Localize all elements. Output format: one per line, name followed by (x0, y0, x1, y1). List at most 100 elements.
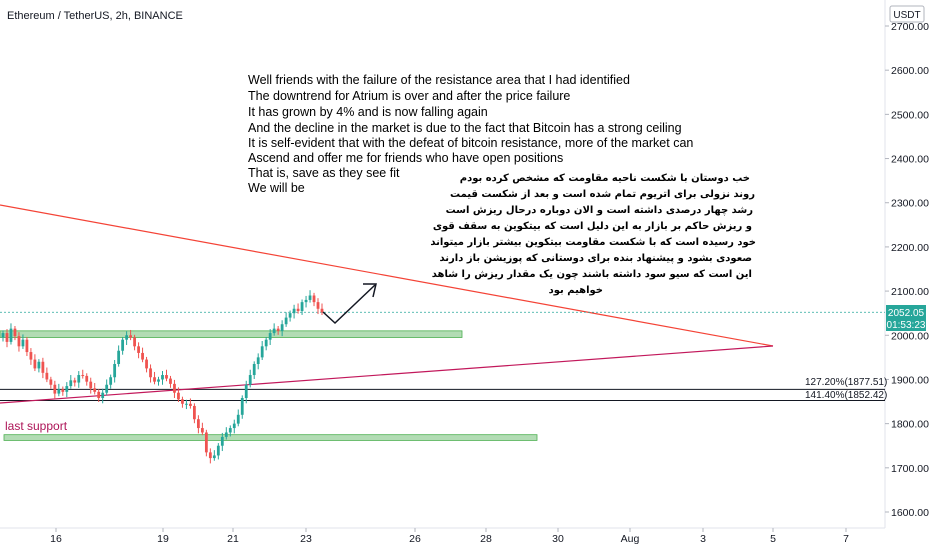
candle-body[interactable] (204, 432, 208, 453)
candle-body[interactable] (252, 363, 256, 376)
candle-body[interactable] (280, 324, 284, 331)
candle-body[interactable] (137, 346, 140, 353)
price-tick-label: 2300.00 (891, 198, 929, 210)
candle-body[interactable] (320, 308, 324, 313)
candle-body[interactable] (296, 308, 300, 311)
support-zone[interactable] (3, 434, 538, 441)
candle-body[interactable] (236, 414, 240, 424)
candle-body[interactable] (57, 389, 61, 394)
candle-body[interactable] (5, 333, 9, 342)
candle-body[interactable] (264, 339, 268, 347)
candle-body[interactable] (149, 368, 152, 378)
candle-body[interactable] (117, 350, 121, 364)
price-tick-label: 2700.00 (891, 21, 929, 33)
english-line: We will be (248, 181, 305, 195)
candle-body[interactable] (220, 436, 224, 446)
candle-body[interactable] (232, 423, 236, 429)
candle-body[interactable] (17, 336, 21, 347)
candle-body[interactable] (93, 388, 97, 392)
candle-body[interactable] (37, 361, 41, 369)
time-tick-label: 19 (157, 533, 169, 545)
candle-body[interactable] (161, 375, 164, 380)
candle-body[interactable] (73, 380, 77, 383)
candle-body[interactable] (61, 389, 65, 392)
candle-body[interactable] (216, 445, 220, 456)
time-axis[interactable]: 16 19 21 23 26 28 30 Aug 3 5 7 (50, 528, 849, 545)
upper-trendline[interactable] (0, 204, 774, 347)
candle-body[interactable] (292, 308, 296, 314)
candle-body[interactable] (49, 379, 53, 385)
candle-body[interactable] (89, 381, 93, 389)
candle-body[interactable] (105, 384, 109, 393)
candle-body[interactable] (101, 392, 105, 399)
candle-body[interactable] (260, 346, 264, 358)
candle-body[interactable] (113, 363, 117, 378)
price-axis[interactable]: 2700.00 2600.00 2500.00 2400.00 2300.00 2200.… (885, 21, 929, 519)
persian-line: صعودی بشود و پیشنهاد بنده برای دوستانی ک… (440, 253, 753, 264)
candle-body[interactable] (272, 328, 276, 334)
resistance-zone[interactable] (0, 330, 463, 338)
candle-body[interactable] (212, 455, 216, 459)
candle-body[interactable] (248, 375, 252, 385)
candle-body[interactable] (284, 317, 288, 325)
candle-body[interactable] (45, 372, 49, 380)
candle-body[interactable] (157, 379, 160, 382)
candle-body[interactable] (141, 352, 144, 360)
candle-body[interactable] (228, 428, 232, 433)
candle-body[interactable] (129, 335, 132, 338)
candle-body[interactable] (288, 313, 292, 318)
candle-body[interactable] (181, 399, 184, 404)
candle-body[interactable] (25, 339, 29, 353)
candle-body[interactable] (200, 428, 204, 433)
candle-body[interactable] (165, 375, 168, 379)
candle-body[interactable] (81, 375, 85, 377)
candle-body[interactable] (193, 405, 196, 420)
candle-body[interactable] (145, 359, 148, 369)
candle-body[interactable] (125, 335, 129, 340)
candle-body[interactable] (21, 339, 25, 347)
candle-body[interactable] (69, 380, 73, 387)
candle-body[interactable] (208, 452, 212, 459)
candle-body[interactable] (97, 391, 101, 399)
candle-body[interactable] (244, 384, 248, 399)
candle-body[interactable] (185, 403, 188, 405)
candle-body[interactable] (189, 403, 192, 406)
persian-line: و ریزش حاکم بر بازار به این دلیل است که … (433, 221, 752, 232)
candle-body[interactable] (13, 328, 17, 337)
candle-body[interactable] (173, 383, 176, 393)
candle-body[interactable] (169, 378, 172, 384)
candle-body[interactable] (65, 386, 69, 392)
candle-body[interactable] (85, 375, 89, 382)
candle-body[interactable] (9, 328, 13, 342)
last-price-tag[interactable] (886, 305, 926, 331)
time-tick-label: 16 (50, 533, 62, 545)
candle-body[interactable] (224, 432, 228, 437)
candle-body[interactable] (256, 357, 260, 364)
projection-path[interactable] (322, 284, 376, 325)
candle-body[interactable] (177, 392, 180, 400)
english-note: Well friends with the failure of the res… (248, 73, 693, 195)
candle-body[interactable] (196, 419, 200, 429)
candle-body[interactable] (121, 339, 125, 351)
persian-line: خب دوستان با شکست ناحیه مقاومت که مشخص ک… (460, 173, 750, 184)
candle-body[interactable] (312, 295, 316, 303)
candle-body[interactable] (153, 377, 156, 382)
candle-body[interactable] (308, 295, 312, 300)
candle-body[interactable] (109, 377, 113, 385)
currency-badge-box[interactable] (889, 5, 925, 23)
candle-body[interactable] (1, 333, 5, 338)
candle-body[interactable] (268, 333, 272, 340)
candle-body[interactable] (29, 352, 33, 360)
candle-body[interactable] (53, 384, 57, 394)
candle-body[interactable] (133, 337, 136, 347)
candle-body[interactable] (41, 361, 45, 373)
candle-body[interactable] (240, 398, 244, 415)
candle-body[interactable] (300, 302, 304, 311)
candle-body[interactable] (77, 375, 81, 383)
lower-trendline[interactable] (0, 345, 774, 404)
candle-body[interactable] (304, 299, 308, 303)
candle-body[interactable] (276, 328, 280, 331)
candle-body[interactable] (316, 302, 320, 309)
candle-body[interactable] (33, 359, 37, 369)
